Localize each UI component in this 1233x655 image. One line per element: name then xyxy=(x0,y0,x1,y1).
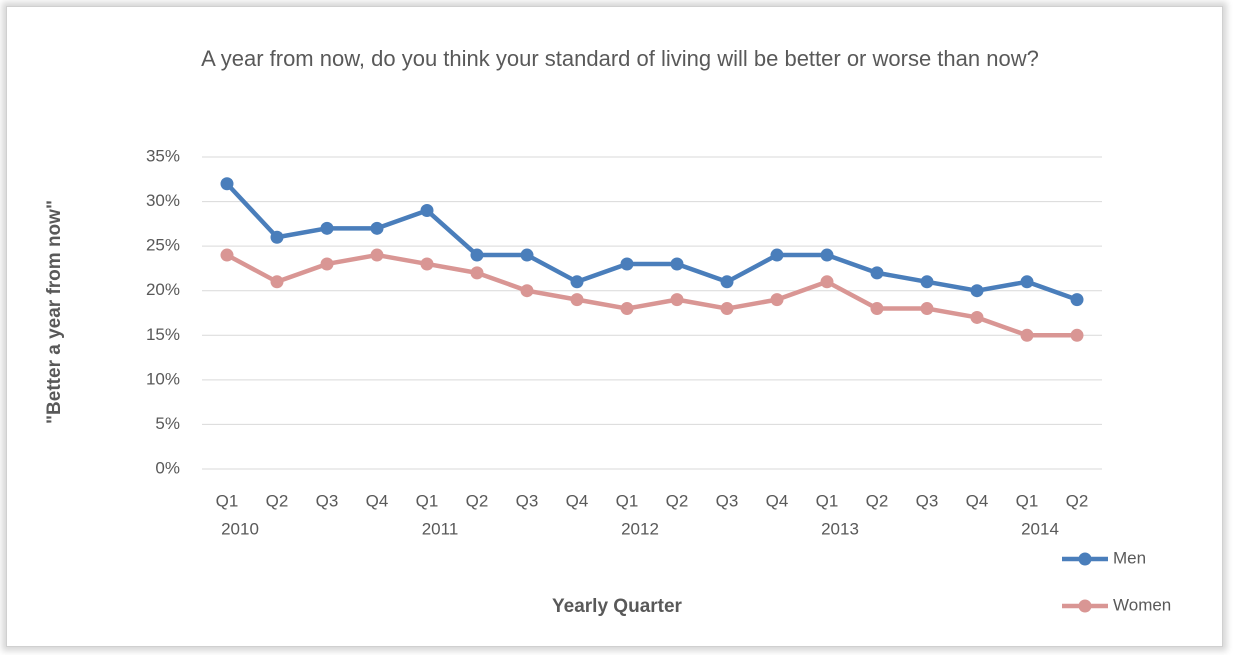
x-tick-label: Q4 xyxy=(366,491,389,510)
legend-marker xyxy=(1078,599,1092,613)
x-axis-label: Yearly Quarter xyxy=(552,596,683,617)
data-point xyxy=(720,302,734,316)
x-tick-label: Q2 xyxy=(666,491,689,510)
data-point xyxy=(920,275,934,289)
x-tick-label: Q4 xyxy=(566,491,589,510)
x-tick-label: Q2 xyxy=(266,491,289,510)
data-point xyxy=(570,275,584,289)
data-point xyxy=(970,310,984,324)
series-line xyxy=(225,252,1077,338)
x-tick-label: Q2 xyxy=(466,491,489,510)
data-point xyxy=(970,284,984,298)
data-point xyxy=(820,248,834,262)
x-group-label: 2012 xyxy=(621,519,659,538)
data-point xyxy=(420,203,434,217)
y-tick-label: 25% xyxy=(146,236,180,255)
x-group-label: 2014 xyxy=(1021,519,1059,538)
x-tick-label: Q3 xyxy=(516,491,539,510)
y-tick-label: 30% xyxy=(146,191,180,210)
x-tick-label: Q3 xyxy=(916,491,939,510)
legend-label: Women xyxy=(1113,595,1171,614)
data-point xyxy=(1020,275,1034,289)
data-point xyxy=(620,302,634,316)
x-tick-label: Q3 xyxy=(716,491,739,510)
data-point xyxy=(1020,328,1034,342)
x-group-label: 2010 xyxy=(221,519,259,538)
data-point xyxy=(1070,328,1084,342)
data-point xyxy=(420,257,434,271)
data-point xyxy=(1070,293,1084,307)
x-tick-label: Q4 xyxy=(766,491,789,510)
data-point xyxy=(470,266,484,280)
x-tick-label: Q1 xyxy=(616,491,639,510)
data-point xyxy=(870,302,884,316)
data-point xyxy=(670,293,684,307)
x-tick-label: Q3 xyxy=(316,491,339,510)
data-point xyxy=(770,248,784,262)
data-point xyxy=(720,275,734,289)
data-point xyxy=(270,230,284,244)
data-point xyxy=(770,293,784,307)
data-point xyxy=(870,266,884,280)
data-point xyxy=(670,257,684,271)
x-tick-label: Q1 xyxy=(1016,491,1039,510)
chart-frame xyxy=(6,6,1223,647)
data-point xyxy=(520,284,534,298)
legend-marker xyxy=(1078,552,1092,566)
chart-title: A year from now, do you think your stand… xyxy=(201,46,1039,71)
y-tick-label: 35% xyxy=(146,146,180,165)
data-point xyxy=(220,248,234,262)
y-tick-label: 5% xyxy=(155,414,180,433)
x-tick-label: Q1 xyxy=(816,491,839,510)
data-point xyxy=(320,257,334,271)
x-tick-label: Q1 xyxy=(416,491,439,510)
x-tick-label: Q2 xyxy=(1066,491,1089,510)
legend-label: Men xyxy=(1113,548,1146,567)
data-point xyxy=(370,248,384,262)
x-group-label: 2011 xyxy=(422,519,459,538)
y-tick-label: 15% xyxy=(146,325,180,344)
data-point xyxy=(520,248,534,262)
y-axis-label: "Better a year from now" xyxy=(44,200,65,424)
y-tick-label: 10% xyxy=(146,369,180,388)
data-point xyxy=(820,275,834,289)
data-point xyxy=(220,177,234,191)
y-tick-label: 20% xyxy=(146,280,180,299)
y-tick-label: 0% xyxy=(155,458,180,477)
data-point xyxy=(320,221,334,235)
data-point xyxy=(570,293,584,307)
x-group-label: 2013 xyxy=(821,519,859,538)
series-line xyxy=(225,182,1078,302)
x-tick-label: Q4 xyxy=(966,491,989,510)
data-point xyxy=(270,275,284,289)
data-point xyxy=(470,248,484,262)
x-tick-label: Q1 xyxy=(216,491,239,510)
data-point xyxy=(620,257,634,271)
data-point xyxy=(370,221,384,235)
x-tick-label: Q2 xyxy=(866,491,889,510)
data-point xyxy=(920,302,934,316)
